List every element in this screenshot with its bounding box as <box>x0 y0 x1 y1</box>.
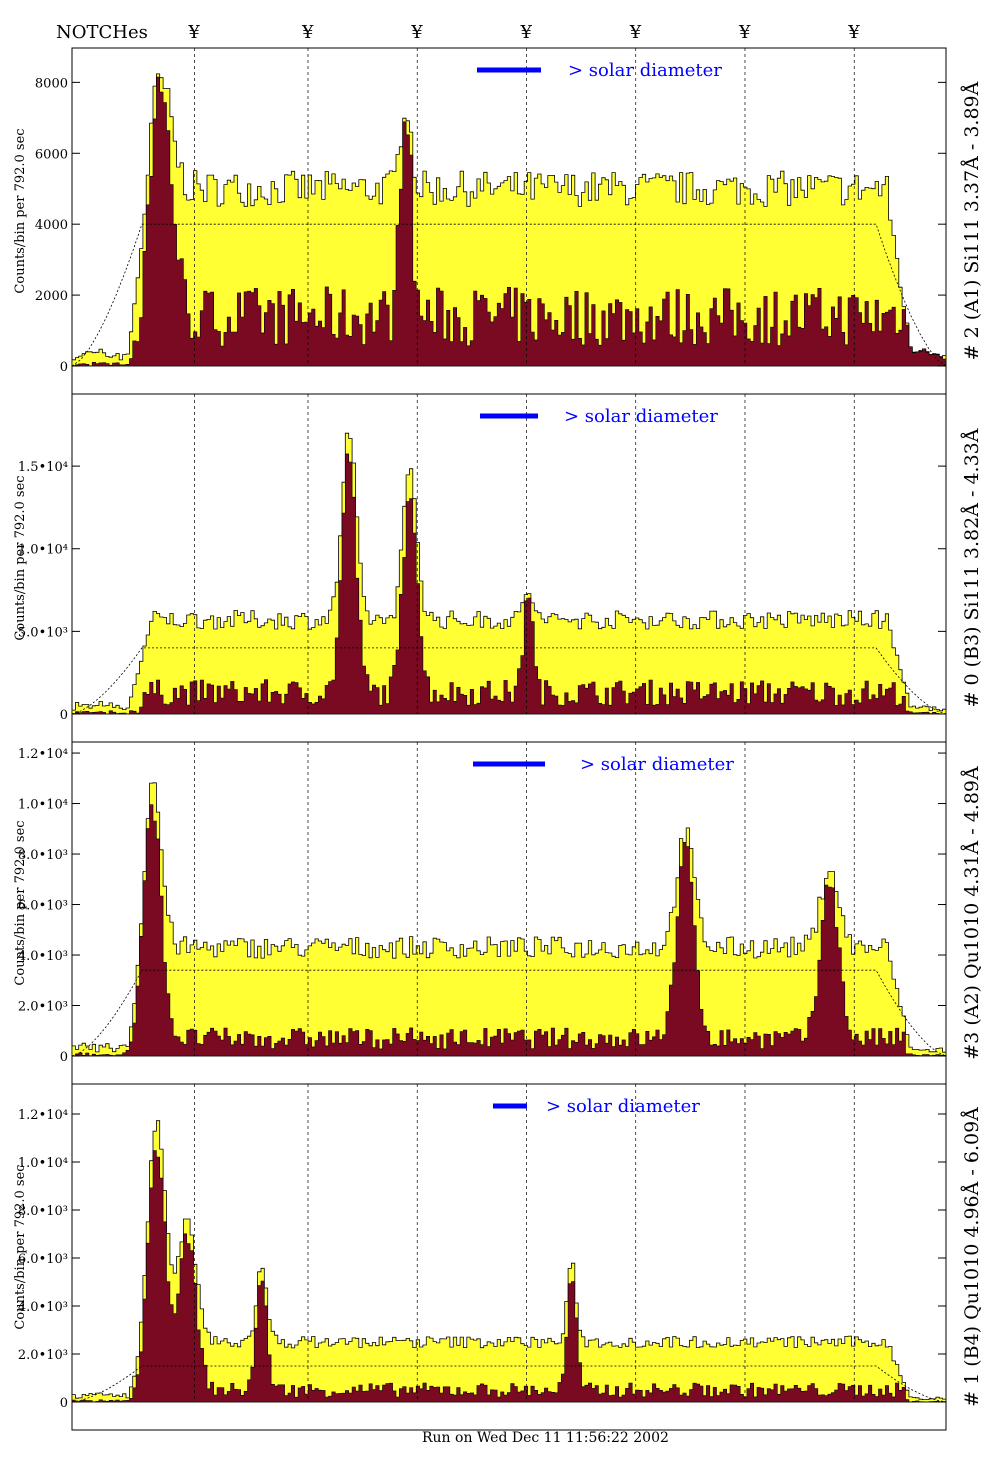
y-tick-label: 0 <box>60 1396 68 1411</box>
solar-diameter-label: > solar diameter <box>568 60 722 81</box>
y-tick-label: 2000 <box>35 289 68 304</box>
y-axis-label: Counts/bin per 792.0 sec <box>13 820 28 985</box>
y-tick-label: 4.0•10³ <box>18 1300 68 1315</box>
y-tick-label: 6.0•10³ <box>18 899 68 914</box>
panels: 8000 6000 4000 2000 0 Counts/bin per 792.0 se… <box>13 47 983 1431</box>
y-tick-label: 8.0•10³ <box>18 1204 68 1219</box>
solar-model-curve <box>71 969 947 1057</box>
total-counts-histogram <box>71 432 947 715</box>
y-tick-label: 6.0•10³ <box>18 1252 68 1267</box>
solar-model-curve <box>71 1365 947 1403</box>
component-counts-histogram <box>71 76 947 367</box>
y-tick-label: 1.0•10⁴ <box>18 1156 68 1171</box>
panel-side-title: #3 (A2) Qu1010 4.31Å - 4.89Å <box>961 766 983 1060</box>
y-tick-label: 1.0•10⁴ <box>18 543 68 558</box>
y-tick-label: 8000 <box>35 76 68 91</box>
y-tick-label: 8.0•10³ <box>18 848 68 863</box>
notch-symbol: ¥ <box>301 22 314 43</box>
solar-model-curve <box>71 647 947 715</box>
notch-symbol: ¥ <box>629 22 642 43</box>
y-tick-label: 0 <box>60 1050 68 1065</box>
y-axis-label: Counts/bin per 792.0 sec <box>13 475 28 640</box>
y-tick-label: 2.0•10³ <box>18 1000 68 1015</box>
component-counts-histogram <box>71 1150 947 1403</box>
notch-symbol: ¥ <box>410 22 423 43</box>
notch-symbol: ¥ <box>519 22 532 43</box>
notches-header-label: NOTCHes <box>56 22 148 43</box>
y-tick-label: 1.5•10⁴ <box>18 460 68 475</box>
total-counts-histogram <box>71 782 947 1057</box>
y-tick-label: 2.0•10³ <box>18 1348 68 1363</box>
notch-symbol: ¥ <box>738 22 751 43</box>
panel-4: 1.2•10⁴ 1.0•10⁴ 8.0•10³ 6.0•10³ 4.0•10³ 2.0•1… <box>13 1083 983 1431</box>
y-tick-label: 6000 <box>35 147 68 162</box>
panel-side-title: # 2 (A1) Si111 3.37Å - 3.89Å <box>961 81 983 360</box>
y-tick-label: 4000 <box>35 218 68 233</box>
run-timestamp: Run on Wed Dec 11 11:56:22 2002 <box>422 1430 669 1446</box>
solar-diameter-label: > solar diameter <box>546 1096 700 1117</box>
panel-side-title: # 1 (B4) Qu1010 4.96Å - 6.09Å <box>961 1107 983 1407</box>
y-tick-label: 5.0•10³ <box>18 625 68 640</box>
y-tick-label: 0 <box>60 360 68 375</box>
notch-symbol: ¥ <box>187 22 200 43</box>
panel-1: 8000 6000 4000 2000 0 Counts/bin per 792.0 se… <box>13 47 983 395</box>
panel-3: 1.2•10⁴ 1.0•10⁴ 8.0•10³ 6.0•10³ 4.0•10³ 2.0•1… <box>13 741 983 1085</box>
solar-diameter-label: > solar diameter <box>564 406 718 427</box>
notch-symbol: ¥ <box>847 22 860 43</box>
solar-diameter-label: > solar diameter <box>580 754 734 775</box>
y-tick-label: 1.2•10⁴ <box>18 747 68 762</box>
component-counts-histogram <box>71 804 947 1057</box>
y-tick-label: 0 <box>60 708 68 723</box>
y-tick-label: 1.0•10⁴ <box>18 798 68 813</box>
component-counts-histogram <box>71 453 947 715</box>
panel-frame <box>71 1083 947 1431</box>
panel-2: 1.5•10⁴ 1.0•10⁴ 5.0•10³ 0 Counts/bin per 792… <box>13 393 983 743</box>
y-tick-label: 4.0•10³ <box>18 949 68 964</box>
y-axis-label: Counts/bin per 792.0 sec <box>13 1164 28 1329</box>
y-axis-label: Counts/bin per 792.0 sec <box>13 128 28 293</box>
y-tick-label: 1.2•10⁴ <box>18 1108 68 1123</box>
notch-markers: ¥ ¥ ¥ ¥ ¥ ¥ ¥ <box>187 22 860 43</box>
panel-side-title: # 0 (B3) Si111 3.82Å - 4.33Å <box>961 428 983 707</box>
